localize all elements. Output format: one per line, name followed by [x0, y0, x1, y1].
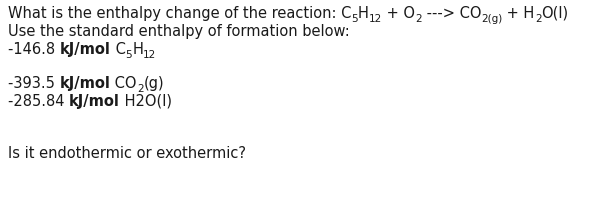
- Text: kJ/mol: kJ/mol: [69, 94, 120, 108]
- Text: 2: 2: [535, 14, 541, 23]
- Text: 12: 12: [369, 14, 382, 23]
- Text: -285.84: -285.84: [8, 94, 69, 108]
- Text: C: C: [110, 42, 125, 57]
- Text: 2(g): 2(g): [481, 14, 502, 23]
- Text: + H: + H: [502, 6, 535, 21]
- Text: + O: + O: [382, 6, 415, 21]
- Text: ---> CO: ---> CO: [421, 6, 481, 21]
- Text: -393.5: -393.5: [8, 76, 60, 90]
- Text: kJ/mol: kJ/mol: [60, 76, 110, 90]
- Text: 5: 5: [352, 14, 358, 23]
- Text: H: H: [132, 42, 143, 57]
- Text: What is the enthalpy change of the reaction: C: What is the enthalpy change of the react…: [8, 6, 352, 21]
- Text: Is it endothermic or exothermic?: Is it endothermic or exothermic?: [8, 145, 246, 160]
- Text: Use the standard enthalpy of formation below:: Use the standard enthalpy of formation b…: [8, 24, 350, 39]
- Text: O(l): O(l): [541, 6, 569, 21]
- Text: H2O(l): H2O(l): [120, 94, 172, 108]
- Text: -146.8: -146.8: [8, 42, 60, 57]
- Text: 12: 12: [143, 49, 156, 59]
- Text: kJ/mol: kJ/mol: [60, 42, 110, 57]
- Text: CO: CO: [110, 76, 137, 90]
- Text: H: H: [358, 6, 369, 21]
- Text: (g): (g): [144, 76, 164, 90]
- Text: 2: 2: [137, 83, 144, 93]
- Text: 2: 2: [415, 14, 421, 23]
- Text: 5: 5: [125, 49, 132, 59]
